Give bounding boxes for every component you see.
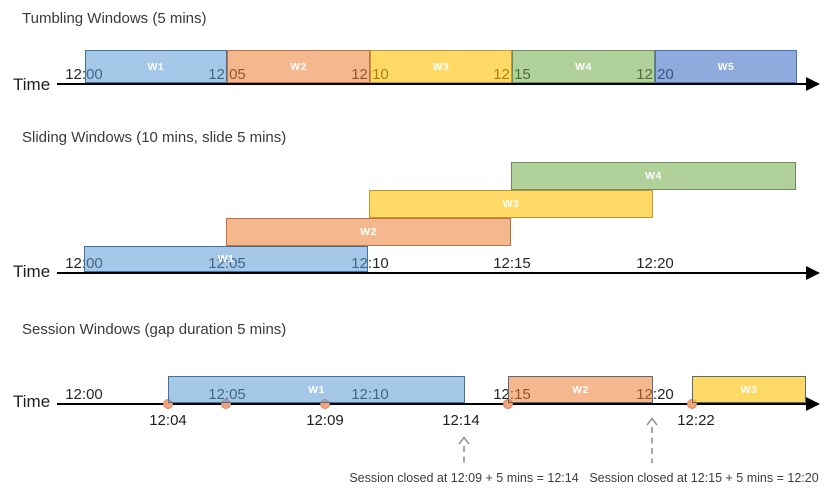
event-time-label: 12:09 [306, 412, 344, 429]
session-closed-annotation: Session closed at 12:09 + 5 mins = 12:14 [349, 471, 579, 485]
window-bar: W1 [168, 376, 465, 403]
tumbling-windows-title: Tumbling Windows (5 mins) [22, 10, 207, 27]
window-label: W1 [147, 60, 165, 73]
window-bar: W1 [85, 50, 227, 83]
session-windows-title: Session Windows (gap duration 5 mins) [22, 321, 287, 338]
window-bar: W2 [227, 50, 370, 83]
window-bar: W3 [370, 50, 512, 83]
window-bar: W4 [512, 50, 655, 83]
timeline-axis [57, 403, 808, 405]
window-label: W3 [502, 198, 520, 210]
timeline-arrowhead-icon [806, 77, 820, 91]
dashed-up-arrow-icon [645, 417, 659, 464]
window-label: W5 [717, 60, 735, 73]
time-axis-label-session: Time [13, 392, 51, 411]
timeline-axis [57, 83, 808, 85]
window-bar: W4 [511, 162, 796, 190]
window-bar: W1 [84, 246, 368, 272]
time-axis-label-tumbling: Time [13, 75, 51, 94]
window-label: W4 [645, 170, 662, 182]
event-time-label: 12:22 [677, 412, 715, 429]
window-label: W2 [572, 383, 589, 396]
window-bar: W2 [226, 218, 511, 246]
timeline-axis [57, 272, 808, 274]
timeline-arrowhead-icon [806, 397, 820, 411]
time-axis-label-sliding: Time [13, 262, 51, 281]
event-time-label: 12:04 [149, 412, 187, 429]
window-label: W3 [740, 383, 758, 396]
window-bar: W5 [655, 50, 797, 83]
session-closed-annotation: Session closed at 12:15 + 5 mins = 12:20 [589, 471, 819, 485]
dashed-up-arrow-icon [457, 436, 471, 464]
event-time-label: 12:14 [442, 412, 480, 429]
window-label: W3 [432, 60, 450, 73]
window-label: W2 [290, 60, 307, 73]
window-label: W2 [360, 226, 377, 238]
window-label: W1 [217, 253, 235, 265]
window-bar: W3 [692, 376, 806, 403]
window-bar: W3 [369, 190, 653, 218]
timeline-arrowhead-icon [806, 266, 820, 280]
tick-label: 12:00 [65, 386, 103, 403]
sliding-windows-title: Sliding Windows (10 mins, slide 5 mins) [22, 129, 287, 146]
window-bar: W2 [508, 376, 653, 403]
window-label: W1 [308, 383, 325, 396]
window-label: W4 [575, 60, 592, 73]
tick-label: 12:20 [636, 255, 674, 272]
tick-label: 12:15 [493, 255, 531, 272]
